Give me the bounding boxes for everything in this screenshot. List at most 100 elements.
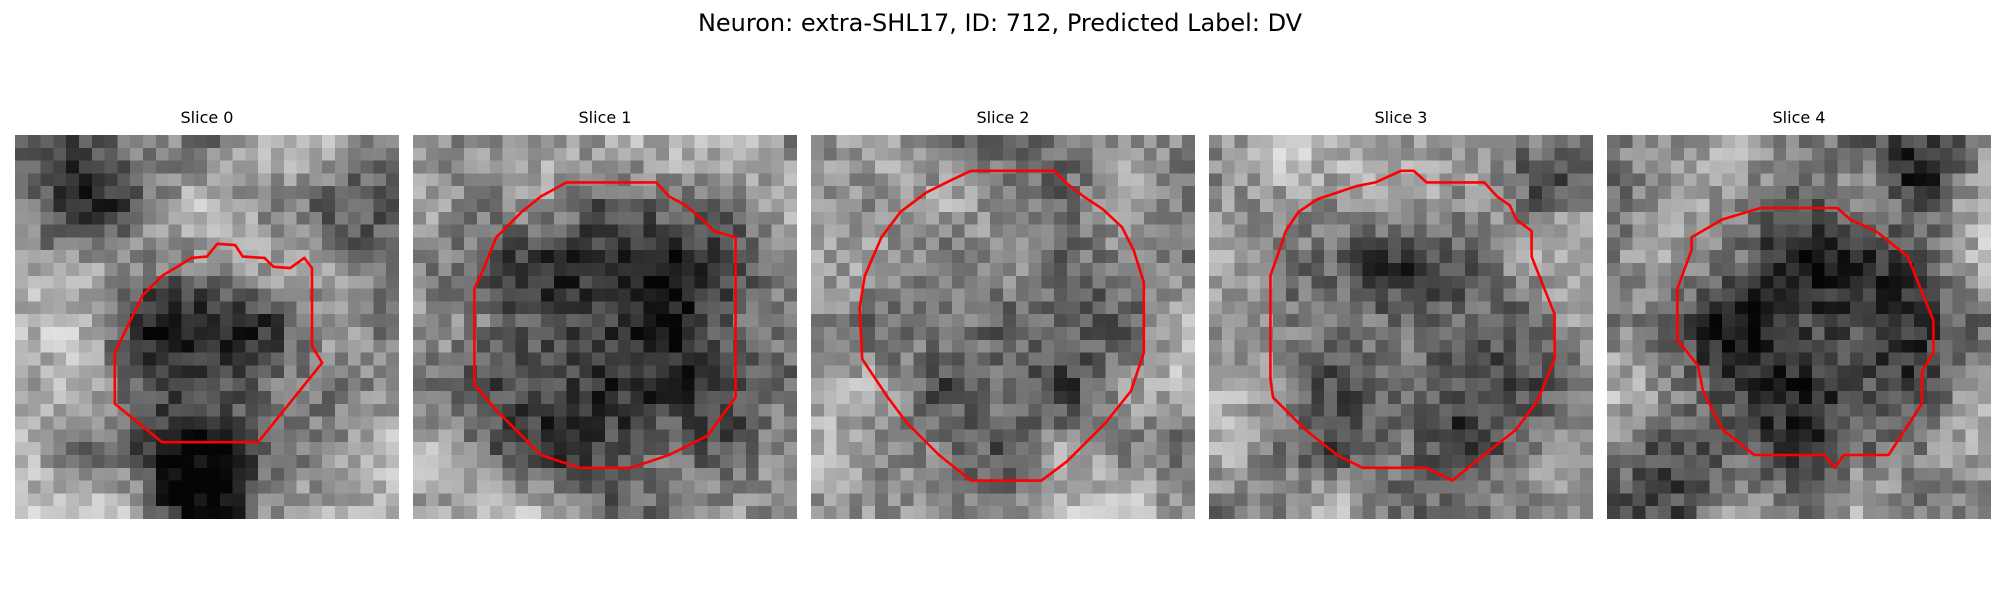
pixel-cell — [1169, 160, 1183, 174]
pixel-cell — [875, 442, 889, 456]
pixel-cell — [1939, 263, 1953, 277]
pixel-cell — [464, 275, 478, 289]
pixel-cell — [926, 352, 940, 366]
pixel-cell — [1477, 199, 1491, 213]
pixel-cell — [939, 506, 953, 519]
pixel-cell — [1169, 442, 1183, 456]
pixel-cell — [733, 186, 747, 200]
pixel-cell — [1658, 365, 1672, 379]
pixel-cell — [1799, 455, 1813, 469]
pixel-cell — [232, 147, 246, 161]
pixel-cell — [1375, 467, 1389, 481]
pixel-cell — [745, 275, 759, 289]
pixel-cell — [926, 288, 940, 302]
pixel-cell — [1156, 506, 1170, 519]
pixel-cell — [1182, 429, 1195, 443]
pixel-cell — [104, 327, 118, 341]
pixel-cell — [40, 455, 54, 469]
pixel-cell — [194, 480, 208, 494]
pixel-cell — [579, 275, 593, 289]
pixel-cell — [1182, 135, 1195, 149]
pixel-cell — [271, 250, 285, 264]
pixel-cell — [232, 224, 246, 238]
pixel-cell — [489, 493, 503, 507]
pixel-cell — [27, 365, 41, 379]
pixel-cell — [168, 429, 182, 443]
pixel-cell — [219, 275, 233, 289]
pixel-cell — [1003, 506, 1017, 519]
pixel-cell — [347, 378, 361, 392]
pixel-cell — [939, 211, 953, 225]
pixel-cell — [1722, 352, 1736, 366]
pixel-cell — [528, 160, 542, 174]
pixel-cell — [926, 301, 940, 315]
pixel-cell — [990, 199, 1004, 213]
pixel-cell — [811, 237, 825, 251]
pixel-cell — [335, 224, 349, 238]
pixel-cell — [1735, 160, 1749, 174]
pixel-cell — [386, 391, 399, 405]
pixel-cell — [15, 429, 29, 443]
pixel-cell — [579, 339, 593, 353]
pixel-cell — [1914, 480, 1928, 494]
pixel-cell — [347, 275, 361, 289]
pixel-cell — [1529, 288, 1543, 302]
pixel-cell — [990, 288, 1004, 302]
pixel-cell — [79, 135, 93, 149]
pixel-cell — [1362, 493, 1376, 507]
pixel-cell — [1298, 250, 1312, 264]
pixel-cell — [79, 199, 93, 213]
pixel-cell — [1888, 237, 1902, 251]
pixel-cell — [1477, 160, 1491, 174]
pixel-cell — [745, 365, 759, 379]
pixel-cell — [360, 173, 374, 187]
pixel-cell — [1541, 173, 1555, 187]
pixel-cell — [27, 237, 41, 251]
pixel-cell — [53, 199, 67, 213]
pixel-cell — [477, 442, 491, 456]
pixel-cell — [900, 467, 914, 481]
pixel-cell — [207, 275, 221, 289]
pixel-cell — [1452, 429, 1466, 443]
pixel-cell — [528, 186, 542, 200]
pixel-cell — [1837, 506, 1851, 519]
pixel-cell — [502, 493, 516, 507]
pixel-cell — [1234, 199, 1248, 213]
pixel-cell — [1619, 288, 1633, 302]
pixel-cell — [745, 480, 759, 494]
pixel-cell — [155, 480, 169, 494]
pixel-cell — [913, 301, 927, 315]
pixel-cell — [1092, 378, 1106, 392]
pixel-cell — [720, 455, 734, 469]
pixel-cell — [592, 173, 606, 187]
pixel-cell — [528, 327, 542, 341]
pixel-cell — [1645, 224, 1659, 238]
pixel-cell — [669, 135, 683, 149]
pixel-cell — [1490, 467, 1504, 481]
pixel-cell — [811, 429, 825, 443]
pixel-cell — [1375, 442, 1389, 456]
pixel-cell — [1811, 467, 1825, 481]
pixel-cell — [875, 429, 889, 443]
pixel-cell — [1143, 237, 1157, 251]
pixel-cell — [322, 429, 336, 443]
pixel-cell — [15, 365, 29, 379]
pixel-cell — [1580, 467, 1593, 481]
pixel-cell — [836, 339, 850, 353]
pixel-cell — [386, 442, 399, 456]
pixel-cell — [771, 186, 785, 200]
pixel-cell — [1747, 173, 1761, 187]
pixel-cell — [1028, 480, 1042, 494]
pixel-cell — [283, 403, 297, 417]
pixel-cell — [1735, 429, 1749, 443]
pixel-cell — [1247, 250, 1261, 264]
pixel-cell — [733, 467, 747, 481]
pixel-cell — [309, 442, 323, 456]
pixel-cell — [207, 391, 221, 405]
pixel-cell — [271, 416, 285, 430]
pixel-cell — [1554, 391, 1568, 405]
pixel-cell — [771, 467, 785, 481]
pixel-cell — [1824, 186, 1838, 200]
pixel-cell — [1067, 135, 1081, 149]
pixel-cell — [1709, 403, 1723, 417]
